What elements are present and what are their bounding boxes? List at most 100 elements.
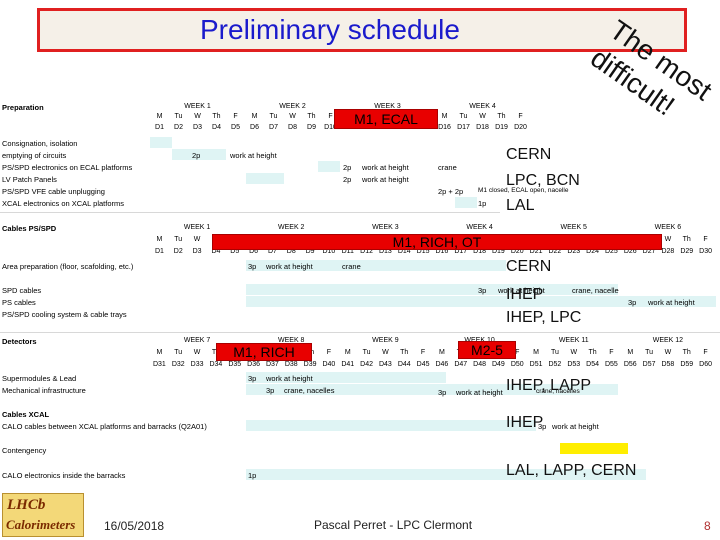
marker-label: M1, RICH [233, 344, 295, 360]
task-label: XCAL electronics on XCAL platforms [2, 199, 124, 208]
task-bar [246, 372, 446, 383]
task-label: PS/SPD electronics on ECAL platforms [2, 163, 133, 172]
day-number: D57 [642, 361, 656, 368]
day-number: D15 [416, 248, 430, 255]
task-label: LV Patch Panels [2, 175, 57, 184]
day-letter: F [328, 113, 333, 120]
day-letter: Th [497, 113, 506, 120]
day-letter: F [703, 349, 708, 356]
task-extra: work at height [266, 374, 313, 383]
task-label: SPD cables [2, 286, 42, 295]
day-number: D29 [680, 248, 694, 255]
day-number: D52 [548, 361, 562, 368]
day-letter: Th [588, 349, 597, 356]
task-extra: crane [438, 163, 457, 172]
day-number: D33 [190, 361, 204, 368]
day-letter: M [156, 236, 163, 243]
day-number: D50 [510, 361, 524, 368]
marker-label: M1, ECAL [354, 111, 418, 127]
task-extra: crane, nacelles [536, 388, 580, 395]
week-header: WEEK 5 [560, 224, 587, 231]
marker-m1-rich: M1, RICH [216, 343, 312, 361]
week-header: WEEK 10 [433, 337, 527, 344]
day-number: D4 [212, 124, 221, 131]
day-letter: Th [307, 113, 316, 120]
contengency-bar [560, 443, 628, 454]
task-label: PS cables [2, 298, 36, 307]
title-banner [37, 8, 687, 52]
task-extra: crane [342, 262, 361, 271]
marker-m1-ecal: M1, ECAL [334, 109, 438, 129]
task-note: 3p [266, 386, 275, 395]
day-number: D1 [154, 248, 164, 255]
divider [0, 332, 720, 333]
day-number: D6 [250, 124, 259, 131]
section-preparation: Preparation [2, 103, 44, 112]
day-number: D3 [192, 248, 202, 255]
day-number: D2 [174, 124, 183, 131]
day-number: D6 [249, 248, 259, 255]
task-label: Supermodules & Lead [2, 374, 77, 383]
day-number: D31 [152, 361, 166, 368]
day-letter: F [518, 113, 523, 120]
day-number: D17 [454, 248, 468, 255]
day-letter: W [193, 236, 201, 243]
day-number: D40 [322, 361, 336, 368]
day-number: D59 [680, 361, 694, 368]
day-letter: F [515, 349, 520, 356]
day-number: D49 [491, 361, 505, 368]
task-note: 1p [478, 199, 487, 208]
day-letter: M [627, 349, 634, 356]
section-detectors: Detectors [2, 337, 37, 346]
cables-week-row: WEEK 1 WEEK 2 WEEK 3 WEEK 4 WEEK 5 WEEK 6 [150, 224, 715, 234]
day-letter: M [251, 113, 258, 120]
day-number: D22 [548, 248, 562, 255]
day-letter: M [344, 349, 351, 356]
day-letter: Tu [174, 113, 183, 120]
task-note: 2p [192, 151, 201, 160]
lab-label: LAL [506, 197, 535, 214]
day-letter: Tu [174, 236, 183, 243]
day-number: D25 [604, 248, 618, 255]
day-letter: W [382, 349, 389, 356]
footer-author: Pascal Perret - LPC Clermont [314, 518, 473, 532]
day-number: D55 [604, 361, 618, 368]
day-number: D34 [209, 361, 223, 368]
lab-label: IHEP, LPC [506, 309, 582, 326]
week-header: WEEK 9 [372, 337, 399, 344]
day-letter: Tu [459, 113, 468, 120]
task-label: emptying of circuits [2, 151, 67, 160]
week-header: WEEK 2 [279, 103, 306, 110]
week-header: WEEK 2 [278, 224, 305, 231]
day-number: D45 [416, 361, 430, 368]
task-bar [246, 469, 646, 480]
day-letter: M [533, 349, 539, 356]
detectors-daynum-row: D31 D32 D33 D34 D35 D36 D37 D38 D39 D40 D41 D42 D43 D… [150, 361, 715, 371]
day-number: D20 [514, 124, 527, 131]
day-letter: Th [212, 113, 221, 120]
week-header: WEEK 12 [652, 337, 684, 344]
task-extra: work at height [362, 163, 409, 172]
day-number: D2 [173, 248, 183, 255]
task-note: 3p [248, 374, 257, 383]
day-number: D28 [661, 248, 675, 255]
day-number: D18 [476, 124, 489, 131]
day-letter: Tu [174, 349, 183, 356]
task-extra: work at height [230, 151, 277, 160]
day-letter: Th [682, 236, 691, 243]
day-number: D32 [171, 361, 185, 368]
task-label: PS/SPD cooling system & cable trays [2, 310, 127, 319]
task-extra: crane, nacelle [572, 286, 619, 295]
schedule-sheet: Preparation WEEK 1 WEEK 2 WEEK 3 WEEK 4 M Tu… [0, 100, 720, 485]
section-cables-xcal: Cables XCAL [2, 410, 50, 419]
task-note: 3p [248, 262, 257, 271]
day-letter: F [326, 349, 332, 356]
day-letter: Tu [269, 113, 278, 120]
marker-m1-rich-ot: M1, RICH, OT [212, 234, 662, 250]
day-letter: W [664, 236, 672, 243]
day-number: D38 [284, 361, 298, 368]
task-note: 3p [538, 422, 547, 431]
day-number: D53 [567, 361, 581, 368]
lab-label: IHEP [506, 414, 544, 431]
task-bar [246, 284, 618, 295]
